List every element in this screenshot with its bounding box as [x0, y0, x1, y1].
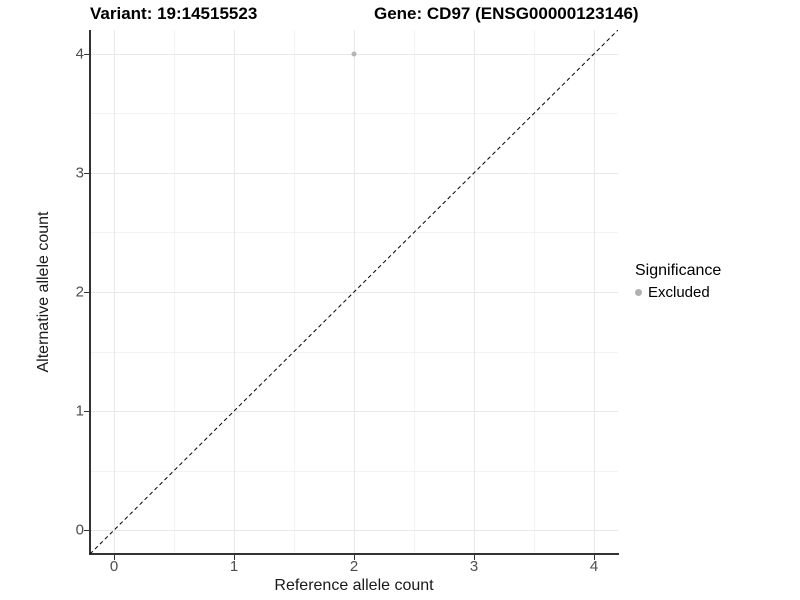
legend-item-label: Excluded	[648, 284, 710, 301]
legend-items: Excluded	[635, 284, 721, 301]
y-gridline-major	[90, 172, 618, 174]
legend-item: Excluded	[635, 284, 721, 301]
x-tick-label: 3	[469, 558, 479, 575]
legend-title: Significance	[635, 262, 722, 279]
x-tick-label: 0	[109, 558, 119, 575]
x-tick-label: 4	[589, 558, 599, 575]
plot-title-gene: Gene: CD97 (ENSG00000123146)	[374, 4, 639, 23]
plot-title-variant: Variant: 19:14515523	[90, 4, 258, 23]
x-tick-mark	[354, 555, 355, 560]
y-tick-label: 0	[75, 521, 84, 539]
y-tick-mark	[84, 530, 89, 532]
data-point	[351, 51, 357, 57]
y-axis-line	[89, 30, 91, 555]
x-tick-mark	[114, 555, 115, 560]
x-tick-mark	[474, 555, 475, 560]
identity-reference-line	[90, 30, 618, 554]
y-axis-title: Alternative allele count	[35, 211, 52, 373]
x-tick-label: 1	[229, 558, 239, 575]
y-tick-mark	[84, 411, 89, 413]
legend-key-dot-icon	[635, 289, 642, 296]
y-tick-label: 1	[75, 402, 84, 420]
x-axis-line	[89, 553, 619, 555]
y-tick-label: 3	[75, 164, 84, 182]
x-axis-title: Reference allele count	[274, 577, 434, 594]
y-tick-mark	[84, 292, 89, 293]
x-tick-mark	[234, 555, 235, 560]
y-tick-mark	[84, 53, 89, 55]
y-tick-label: 2	[75, 283, 84, 301]
y-gridline-major	[90, 411, 618, 413]
y-tick-label: 4	[75, 45, 84, 63]
y-tick-mark	[84, 172, 89, 174]
y-gridline-major	[90, 530, 618, 532]
x-tick-mark	[594, 555, 595, 560]
x-tick-label: 2	[349, 558, 359, 575]
legend: Significance Excluded	[635, 262, 721, 301]
